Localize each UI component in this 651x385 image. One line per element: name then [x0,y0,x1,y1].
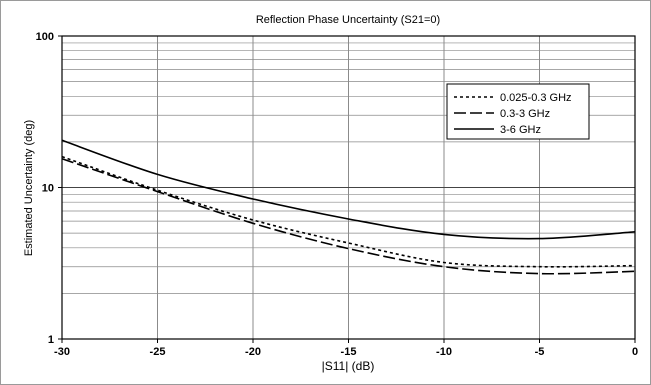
legend-label: 0.025-0.3 GHz [500,92,572,104]
x-tick-label: -25 [150,346,166,358]
x-tick-label: -30 [54,346,70,358]
x-tick-label: -20 [245,346,261,358]
x-tick-label: 0 [632,346,638,358]
axis-ticks: -30 -25 -20 -15 -10 -5 0 1 10 100 [36,31,638,358]
chart-title: Reflection Phase Uncertainty (S21=0) [256,14,440,26]
legend-label: 0.3-3 GHz [500,108,550,120]
legend-label: 3-6 GHz [500,124,541,136]
series-line-1 [61,155,636,268]
y-tick-label: 1 [48,334,54,346]
legend-box [446,83,590,140]
series-line-2 [61,157,636,275]
x-tick-label: -10 [436,346,452,358]
y-tick-label: 10 [42,183,54,195]
y-tick-label: 100 [36,31,54,43]
legend: 0.025-0.3 GHz 0.3-3 GHz 3-6 GHz [446,83,590,140]
series-lines [61,139,636,275]
x-tick-label: -5 [535,346,545,358]
series-line-3 [61,139,636,240]
x-tick-label: -15 [341,346,357,358]
y-axis-label: Estimated Uncertainty (deg) [23,120,35,256]
x-axis-label: |S11| (dB) [322,359,375,373]
